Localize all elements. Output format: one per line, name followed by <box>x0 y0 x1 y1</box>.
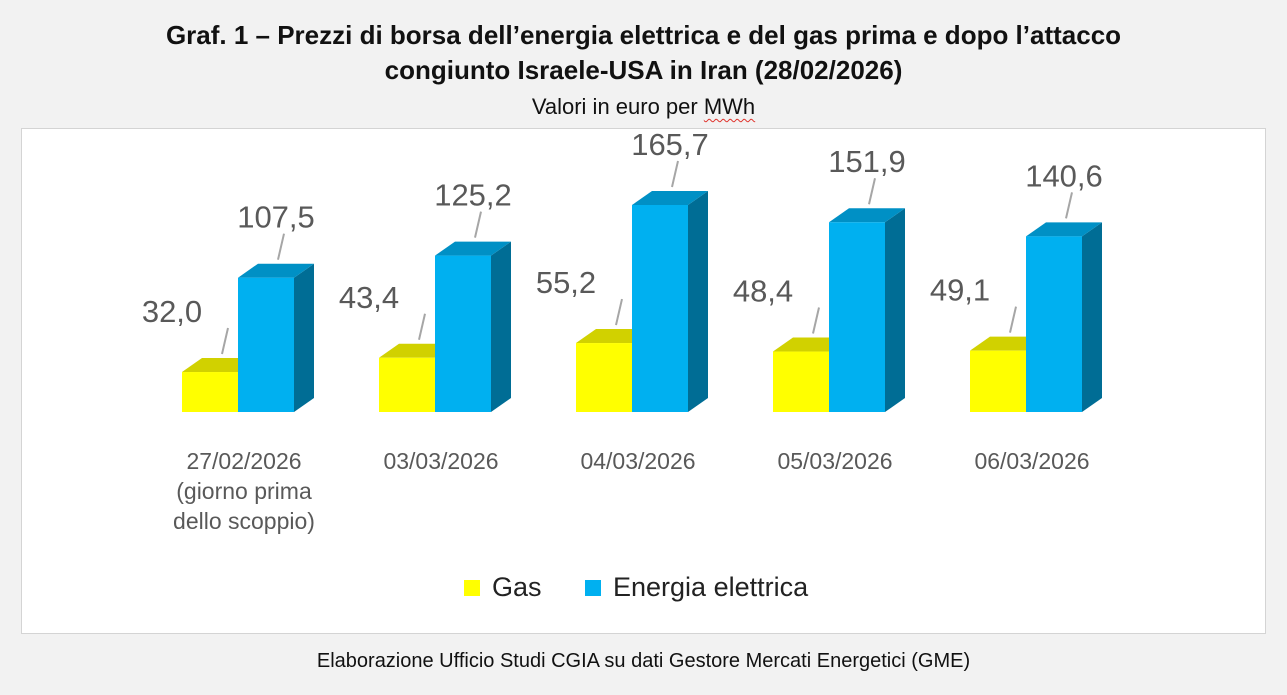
chart-subtitle: Valori in euro per MWh <box>0 94 1287 120</box>
bar-energia-4 <box>1026 236 1082 412</box>
chart-title: Graf. 1 – Prezzi di borsa dell’energia e… <box>0 18 1287 88</box>
bar-energia-top-1 <box>435 241 511 256</box>
bar-energia-2 <box>632 205 688 412</box>
bar-energia-top-3 <box>829 208 905 223</box>
leader-line-gas-3 <box>812 307 820 334</box>
bar-energia-side-4 <box>1082 222 1102 412</box>
bar-energia-3 <box>829 222 885 412</box>
chart-title-line-1: Graf. 1 – Prezzi di borsa dell’energia e… <box>165 20 1122 50</box>
bar-gas-4 <box>970 350 1026 412</box>
leader-line-energia-3 <box>868 178 876 205</box>
leader-line-gas-1 <box>418 313 426 341</box>
leader-line-gas-0 <box>221 327 229 355</box>
leader-line-energia-0 <box>277 233 285 260</box>
source-note: Elaborazione Ufficio Studi CGIA su dati … <box>316 650 971 672</box>
bar-energia-side-0 <box>294 263 314 412</box>
bar-energia-top-2 <box>632 191 708 205</box>
bar-energia-0 <box>238 277 294 412</box>
bar-energia-top-0 <box>238 263 314 278</box>
category-label-2-0: 04/03/2026 <box>580 448 695 474</box>
chart-title-line-2: congiunto Israele-USA in Iran (28/02/202… <box>384 55 903 85</box>
chart-panel: 32,0 107,5 27/02/2026 (giorno prima dello sc… <box>21 128 1266 634</box>
legend-swatch-gas <box>464 580 480 596</box>
category-label-3-0: 05/03/2026 <box>777 448 892 474</box>
category-label-0-1: (giorno prima <box>176 478 312 504</box>
category-label-4-0: 06/03/2026 <box>974 448 1089 474</box>
leader-line-gas-4 <box>1009 306 1017 333</box>
data-label-gas-0: 32,0 <box>142 294 202 329</box>
bar-gas-2 <box>576 343 632 412</box>
bar-energia-top-4 <box>1026 222 1102 237</box>
data-label-energia-2: 165,7 <box>631 129 709 162</box>
data-label-gas-1: 43,4 <box>339 280 399 315</box>
data-label-energia-3: 151,9 <box>828 144 906 179</box>
bar-energia-side-1 <box>491 241 511 412</box>
category-label-1-0: 03/03/2026 <box>383 448 498 474</box>
leader-line-gas-2 <box>615 298 623 326</box>
leader-line-energia-2 <box>671 160 679 188</box>
legend-label-energia: Energia elettrica <box>613 572 809 602</box>
chart-svg: 32,0 107,5 27/02/2026 (giorno prima dello sc… <box>142 129 1103 602</box>
data-label-energia-0: 107,5 <box>237 200 315 235</box>
leader-line-energia-4 <box>1065 192 1073 219</box>
legend-swatch-energia <box>585 580 601 596</box>
bar-gas-1 <box>379 357 435 412</box>
bar-gas-3 <box>773 351 829 412</box>
subtitle-prefix: Valori in euro per <box>531 94 704 119</box>
bar-gas-0 <box>182 372 238 412</box>
bar-energia-side-3 <box>885 208 905 412</box>
data-label-energia-1: 125,2 <box>434 178 512 213</box>
data-label-gas-4: 49,1 <box>930 273 990 308</box>
data-label-gas-3: 48,4 <box>733 274 793 309</box>
subtitle-unit: MWh <box>703 94 756 119</box>
category-label-0-2: dello scoppio) <box>173 508 315 534</box>
legend-label-gas: Gas <box>492 572 542 602</box>
bar-energia-side-2 <box>688 191 708 412</box>
leader-line-energia-1 <box>474 211 482 238</box>
data-label-gas-2: 55,2 <box>536 265 596 300</box>
data-label-energia-4: 140,6 <box>1025 158 1103 193</box>
category-label-0-0: 27/02/2026 <box>186 448 301 474</box>
bar-energia-1 <box>435 255 491 412</box>
